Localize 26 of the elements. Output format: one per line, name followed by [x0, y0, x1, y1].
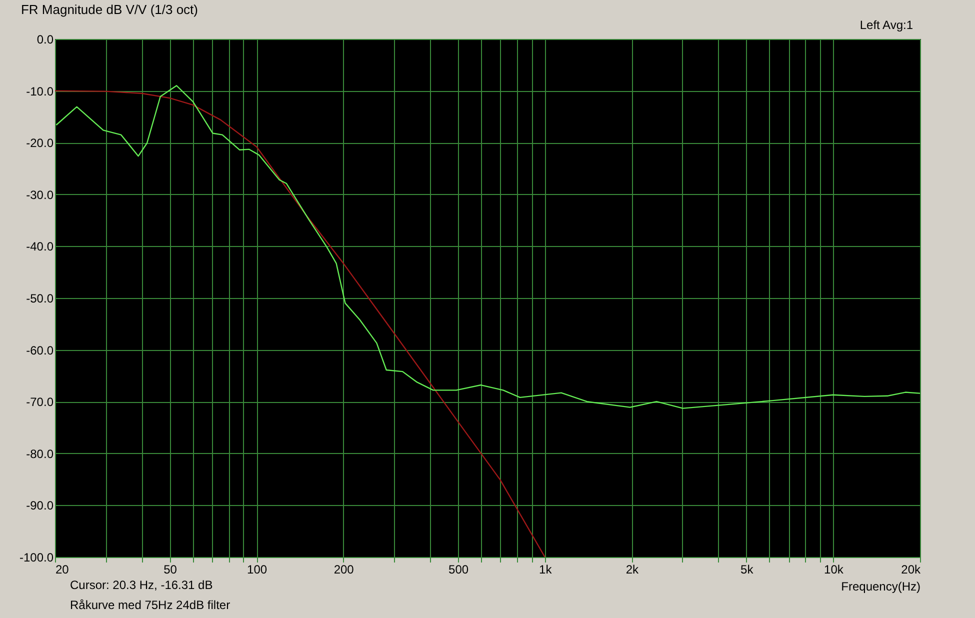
x-tick-label: 200 [334, 562, 354, 576]
x-tick-label: 500 [448, 562, 469, 576]
y-tick-label: -30.0 [26, 188, 54, 202]
x-tick-label: 2k [626, 562, 640, 576]
y-tick-label: -80.0 [26, 446, 54, 461]
x-tick-label: 50 [164, 562, 178, 576]
y-tick-label: -60.0 [26, 343, 54, 358]
y-tick-label: -100.0 [19, 550, 54, 564]
x-axis-title: Frequency(Hz) [841, 580, 920, 594]
y-tick-label: -40.0 [26, 240, 54, 254]
x-tick-label: 20k [901, 562, 922, 576]
text: Råkurve med 75Hz 24dB filter [70, 598, 230, 612]
y-tick-label: 0.0 [36, 32, 54, 46]
y-tick-label: -20.0 [26, 136, 54, 150]
text: Left Avg:1 [860, 18, 914, 32]
y-tick-label: -90.0 [26, 498, 54, 513]
x-tick-label: 100 [247, 562, 268, 576]
text: Cursor: 20.3 Hz, -16.31 dB [70, 578, 213, 592]
y-tick-label: -50.0 [26, 292, 54, 306]
x-tick-label: 10k [824, 562, 844, 576]
x-tick-label: 1k [539, 562, 553, 576]
y-tick-label: -70.0 [26, 395, 54, 410]
chart-title: FR Magnitude dB V/V (1/3 oct) [20, 2, 198, 17]
x-tick-label: 5k [740, 562, 754, 576]
x-tick-label: 20 [56, 562, 70, 576]
y-tick-label: -10.0 [26, 84, 54, 98]
